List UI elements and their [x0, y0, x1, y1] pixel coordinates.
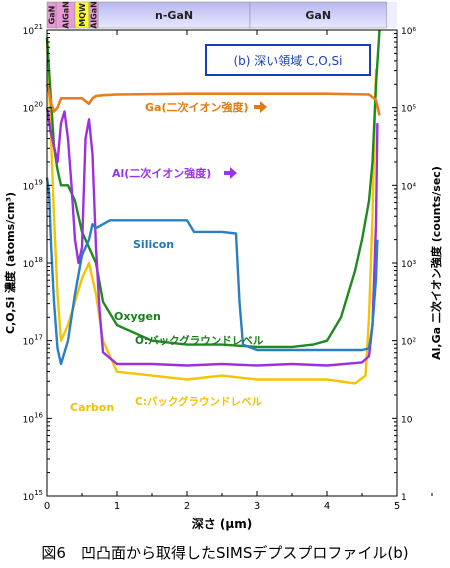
y-left-axis-label: C,O,Si 濃度 (atoms/cm³) — [3, 192, 17, 334]
annotation-arrow-icon — [224, 167, 237, 179]
layer-band-label: AlGaN — [62, 1, 71, 29]
x-tick-label: 3 — [254, 501, 260, 512]
y-right-axis-label: Al,Ga 二次イオン強度 (counts/sec) — [429, 166, 443, 360]
y-left-tick-label: 1015 — [23, 489, 43, 503]
y-left-tick-label: 1017 — [23, 334, 43, 348]
y-right-tick-label: 10⁶ — [401, 27, 416, 37]
annotation-carbon: Carbon — [70, 401, 114, 414]
annotation-oxygen: Oxygen — [114, 310, 161, 323]
y-right-tick-label: 10⁵ — [401, 105, 416, 115]
series-line-silicon — [45, 177, 379, 366]
x-axis-label: 深さ (μm) — [192, 516, 252, 531]
annotations: (b) 深い領域 C,O,Si Ga(二次イオン強度) Al(二次イオン強度) Sil… — [70, 44, 371, 414]
layer-band-label: n-GaN — [155, 9, 193, 22]
annotation-c-bg: C:バックグラウンドレベル — [135, 395, 262, 408]
legend-box: (b) 深い領域 C,O,Si — [205, 44, 371, 76]
layer-band-5 — [249, 1, 387, 29]
series-line-oxygen — [45, 29, 381, 349]
x-tick-label: 5 — [394, 501, 400, 512]
y-left-tick-label: 1019 — [23, 178, 43, 192]
layer-band-label: MQW — [78, 3, 87, 27]
y-left-tick-label: 1021 — [23, 23, 43, 37]
legend-box-text: (b) 深い領域 C,O,Si — [233, 53, 342, 68]
y-right-tick-label: 10³ — [401, 260, 416, 270]
axes: 0 1 2 3 4 5 1015 1016 1017 1018 1019 1020 1021 1 10 10²… — [3, 23, 443, 531]
layer-band-label: GaN — [305, 9, 331, 22]
x-tick-label: 0 — [44, 501, 50, 512]
layer-bands: GaN AlGaN MQW AlGaN n-GaN GaN — [46, 1, 397, 29]
sims-depth-profile-chart: GaN AlGaN MQW AlGaN n-GaN GaN 0 1 2 3 4 5101510161… — [3, 1, 443, 531]
y-right-tick-label: 10⁴ — [401, 182, 416, 192]
series-line-al — [45, 107, 379, 367]
annotation-al: Al(二次イオン強度) — [112, 166, 211, 180]
annotation-o-bg: O:バックグラウンドレベル — [135, 334, 264, 347]
figure-caption: 図6 凹凸面から取得したSIMSデプスプロファイル(b) — [41, 544, 409, 562]
layer-band-label: GaN — [48, 6, 57, 25]
series-line-ga — [45, 84, 381, 116]
layer-band-4 — [97, 1, 251, 29]
series-line-carbon — [45, 37, 378, 385]
x-tick-label: 2 — [184, 501, 190, 512]
y-right-tick-label: 10 — [401, 415, 413, 425]
y-right-tick-label: 10² — [401, 338, 416, 348]
y-left-tick-label: 1016 — [23, 411, 44, 425]
y-left-tick-label: 1020 — [23, 101, 43, 115]
y-right-tick-label: 1 — [401, 493, 407, 503]
annotation-silicon: Silicon — [133, 238, 174, 251]
annotation-ga: Ga(二次イオン強度) — [145, 100, 249, 114]
x-tick-label: 1 — [114, 501, 120, 512]
x-tick-label: 4 — [324, 501, 330, 512]
annotation-arrow-icon — [254, 101, 267, 113]
data-series — [45, 29, 381, 385]
y-left-tick-label: 1018 — [23, 256, 43, 270]
layer-band-label: AlGaN — [90, 1, 99, 29]
